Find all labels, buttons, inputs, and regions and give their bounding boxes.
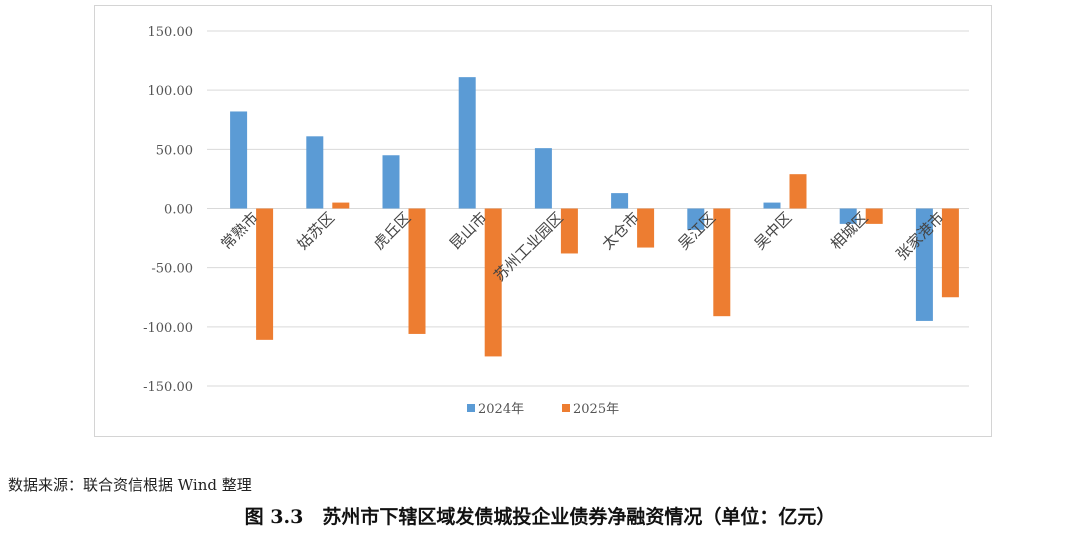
y-tick-label: 0.00 [164, 203, 193, 218]
bar-0-0 [230, 111, 248, 209]
legend-swatch-0 [467, 404, 475, 412]
category-label: 昆山市 [446, 209, 491, 254]
bar-0-6 [687, 208, 705, 230]
y-tick-label: 150.00 [148, 25, 194, 40]
category-label: 常熟市 [217, 209, 262, 254]
category-label: 虎丘区 [370, 209, 415, 254]
bar-0-2 [382, 155, 400, 209]
bar-1-7 [789, 174, 807, 209]
bar-1-5 [637, 208, 655, 248]
bar-0-9 [915, 208, 933, 321]
y-tick-label: -50.00 [151, 262, 193, 277]
bar-1-1 [332, 202, 350, 209]
y-tick-label: -100.00 [143, 321, 193, 336]
category-label: 太仓市 [598, 209, 643, 254]
category-label: 姑苏区 [294, 209, 339, 254]
bar-0-5 [611, 193, 629, 209]
bar-0-4 [534, 148, 552, 209]
category-label: 苏州工业园区 [490, 209, 566, 285]
bar-1-6 [713, 208, 731, 317]
bar-1-9 [941, 208, 959, 298]
bar-1-0 [256, 208, 274, 340]
chart-frame: 150.00 100.00 50.00 0.00 -50.00 -100.00 -150.0… [94, 5, 992, 437]
source-note: 数据来源：联合资信根据 Wind 整理 [8, 476, 252, 494]
legend-label: 2024年 [478, 402, 524, 417]
y-tick-label: 100.00 [148, 84, 194, 99]
bar-0-8 [839, 208, 857, 224]
legend-label: 2025年 [573, 402, 619, 417]
bar-0-1 [306, 136, 324, 209]
bar-0-7 [763, 202, 781, 209]
figure-caption: 图 3.3 苏州市下辖区域发债城投企业债券净融资情况（单位：亿元） [244, 506, 836, 528]
bar-0-3 [458, 77, 476, 209]
bar-1-4 [560, 208, 578, 254]
bar-1-8 [865, 208, 883, 224]
legend-swatch-1 [562, 404, 570, 412]
y-tick-label: -150.00 [143, 380, 193, 395]
bar-1-2 [408, 208, 426, 334]
category-label: 吴中区 [751, 209, 796, 254]
y-tick-label: 50.00 [156, 143, 193, 158]
bar-chart: 150.00 100.00 50.00 0.00 -50.00 -100.00 -150.0… [143, 25, 969, 417]
bar-1-3 [484, 208, 502, 357]
